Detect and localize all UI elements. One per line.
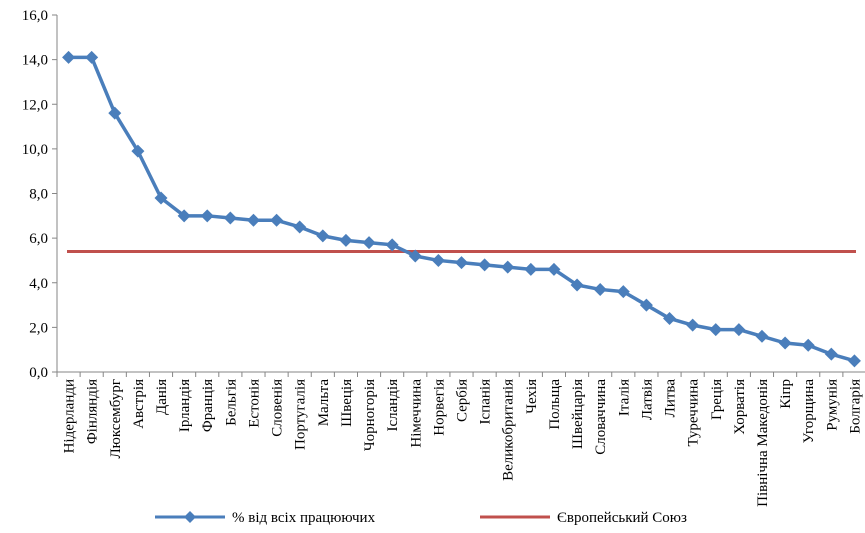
data-markers: [62, 50, 861, 368]
x-category-label: Австрія: [131, 379, 147, 429]
y-tick-label: 4,0: [29, 276, 48, 292]
data-point: [709, 323, 723, 337]
y-tick-label: 16,0: [22, 8, 48, 24]
data-point: [570, 278, 584, 292]
x-category-label: Німеччина: [408, 379, 424, 448]
data-point: [154, 191, 168, 205]
data-point: [501, 260, 515, 274]
data-point: [293, 220, 307, 234]
data-point: [547, 262, 561, 276]
series-lines: [67, 55, 856, 363]
data-point: [616, 285, 630, 299]
x-category-label: Італія: [616, 379, 632, 416]
x-category-label: Бельгія: [223, 379, 239, 426]
data-point: [362, 236, 376, 250]
y-axis: 0,0 2,0 4,0 6,0 8,0 10,0 12,0 14,0 16,0: [22, 8, 58, 381]
x-category-label: Польща: [547, 379, 563, 430]
legend: % від всіх працюючих Європейський Союз: [155, 510, 687, 526]
data-point: [639, 298, 653, 312]
x-category-label: Хорватія: [732, 379, 748, 435]
x-category-label: Ісландія: [385, 379, 401, 432]
legend-label-series-2: Європейський Союз: [557, 510, 687, 526]
x-category-label: Північна Македонія: [755, 379, 771, 507]
y-tick-label: 0,0: [29, 365, 48, 381]
x-category-label: Ірландія: [177, 379, 193, 432]
data-point: [85, 50, 99, 64]
data-point: [801, 338, 815, 352]
data-point: [408, 249, 422, 263]
x-category-label: Норвегія: [431, 379, 447, 436]
data-point: [593, 282, 607, 296]
x-category-label: Естонія: [246, 379, 262, 428]
x-category-label: Франція: [200, 379, 216, 432]
x-category-label: Швеція: [339, 379, 355, 427]
data-point: [732, 323, 746, 337]
y-tick-label: 12,0: [22, 97, 48, 113]
x-category-label: Данія: [154, 379, 170, 415]
data-point: [847, 354, 861, 368]
x-category-label: Греція: [709, 379, 725, 420]
x-category-label: Кіпр: [778, 379, 794, 409]
data-point: [316, 229, 330, 243]
data-point: [177, 209, 191, 223]
legend-label-series-1: % від всіх працюючих: [232, 510, 376, 526]
x-category-label: Великобританія: [501, 379, 517, 481]
data-point: [663, 311, 677, 325]
data-point: [478, 258, 492, 272]
x-category-label: Словаччина: [593, 379, 609, 455]
data-point: [131, 144, 145, 158]
x-category-label: Туреччина: [686, 379, 702, 447]
x-category-label: Словенія: [270, 379, 286, 437]
data-point: [223, 211, 237, 225]
data-point: [108, 106, 122, 120]
data-point: [62, 50, 76, 64]
data-point: [339, 233, 353, 247]
y-tick-label: 10,0: [22, 142, 48, 158]
x-category-label: Люксембург: [108, 379, 124, 459]
y-tick-label: 6,0: [29, 231, 48, 247]
legend-marker-series-1: [184, 511, 196, 523]
series-line-percent: [68, 55, 855, 363]
x-category-label: Литва: [663, 379, 679, 418]
x-category-label: Болгарія: [847, 379, 863, 434]
data-point: [431, 253, 445, 267]
x-category-label: Фінляндія: [85, 379, 101, 444]
data-point: [455, 256, 468, 270]
x-category-label: Латвія: [639, 379, 655, 420]
data-point: [524, 262, 538, 276]
x-category-label: Сербія: [455, 379, 471, 422]
x-category-label: Чорногорія: [362, 379, 378, 451]
y-tick-label: 2,0: [29, 320, 48, 336]
x-category-label: Іспанія: [478, 379, 494, 425]
data-point: [686, 318, 700, 332]
x-category-label: Чехія: [524, 379, 540, 414]
x-category-label: Швейцарія: [570, 379, 586, 449]
data-point: [385, 238, 399, 252]
data-point: [824, 347, 838, 361]
data-point: [200, 209, 214, 223]
data-point: [246, 213, 260, 227]
y-tick-label: 8,0: [29, 187, 48, 203]
data-point: [755, 329, 769, 343]
data-point: [270, 213, 284, 227]
data-point: [778, 336, 792, 350]
x-category-label: Угорщина: [801, 379, 817, 444]
x-category-label: Мальта: [316, 379, 332, 427]
x-category-label: Румунія: [824, 379, 840, 431]
y-tick-label: 14,0: [22, 53, 48, 69]
x-category-label: Португалія: [293, 379, 309, 450]
x-axis: Нідерланди Фінляндія Люксембург Австрія Дані…: [56, 371, 865, 507]
x-category-label: Нідерланди: [62, 379, 78, 453]
